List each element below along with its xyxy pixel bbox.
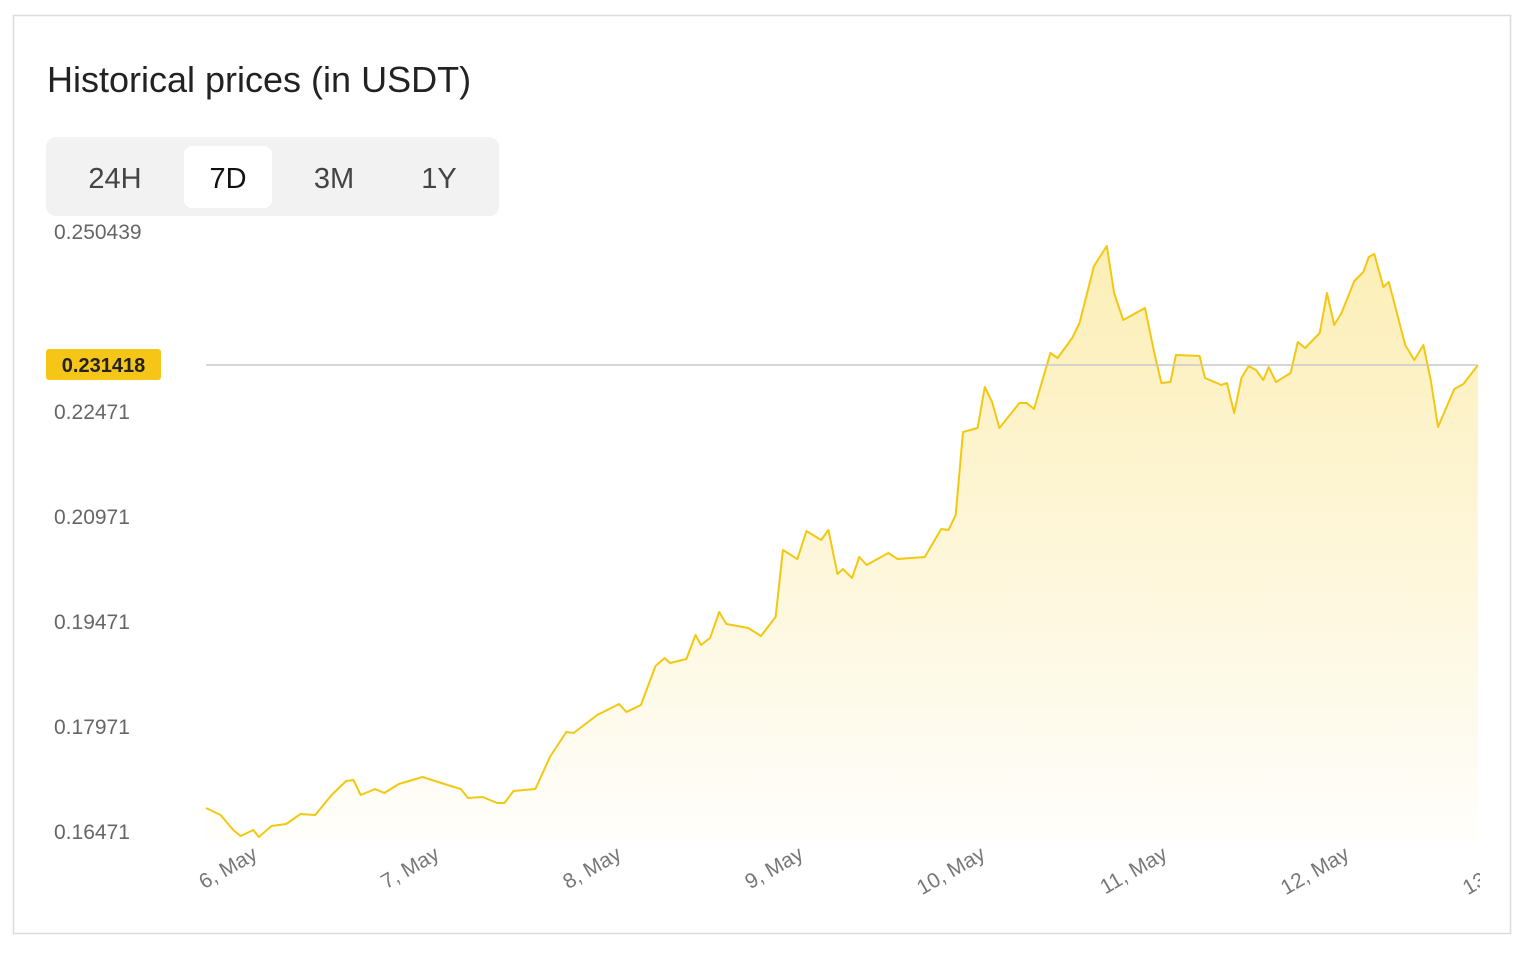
- tab-label[interactable]: 7D: [209, 163, 246, 195]
- tab[interactable]: 3M: [314, 163, 354, 195]
- y-tick-label: 0.20971: [54, 506, 130, 529]
- chart-title: Historical prices (in USDT): [47, 59, 471, 100]
- y-tick-label: 0.17971: [54, 716, 130, 739]
- tab-label[interactable]: 3M: [314, 163, 354, 195]
- y-tick-label: 0.22471: [54, 401, 130, 424]
- tab[interactable]: 1Y: [421, 163, 456, 195]
- tab[interactable]: 7D: [184, 146, 272, 208]
- area-fill: [206, 246, 1478, 840]
- tab-label[interactable]: 1Y: [421, 163, 456, 195]
- tab-active-bg: [184, 146, 272, 208]
- tab[interactable]: 24H: [88, 163, 141, 195]
- price-line: [205, 245, 1479, 838]
- current-price-label: 0.231418: [62, 355, 145, 377]
- y-tick-label: 0.19471: [54, 611, 130, 634]
- y-tick-label: 0.250439: [54, 221, 142, 244]
- current-price-badge: [46, 349, 161, 381]
- tab-bar: [46, 137, 499, 216]
- tab-label[interactable]: 24H: [88, 163, 141, 195]
- y-tick-label: 0.16471: [54, 821, 130, 844]
